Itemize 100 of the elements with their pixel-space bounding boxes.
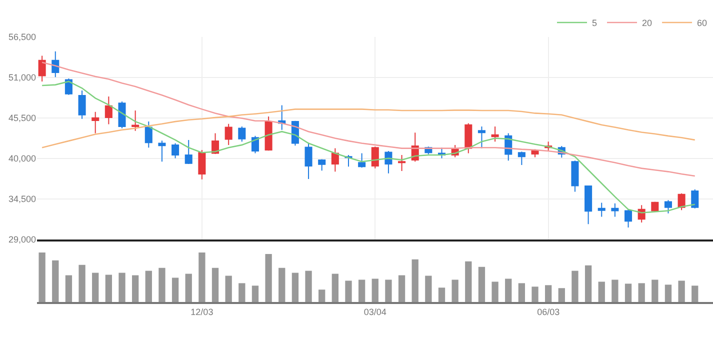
bar xyxy=(678,280,685,302)
bar xyxy=(692,286,698,302)
bar xyxy=(38,252,46,302)
x-tick-label: 06/03 xyxy=(537,306,560,317)
bar xyxy=(345,280,352,302)
bar xyxy=(572,270,578,302)
candlestick xyxy=(224,123,232,146)
candlestick xyxy=(318,158,326,172)
bar xyxy=(584,265,592,302)
candlestick xyxy=(598,202,606,218)
legend-label: 5 xyxy=(592,18,598,28)
line-series xyxy=(41,80,696,214)
candlestick xyxy=(92,111,100,134)
candlestick xyxy=(691,188,699,209)
candlestick xyxy=(371,146,379,169)
y-tick-label: 40,000 xyxy=(8,154,36,164)
bar xyxy=(598,282,605,302)
bar xyxy=(638,283,645,302)
bar xyxy=(92,272,99,302)
y-tick-label: 29,000 xyxy=(8,234,36,245)
bar xyxy=(305,270,312,302)
bar xyxy=(52,260,59,302)
bar xyxy=(105,274,112,302)
x-tick-label: 12/03 xyxy=(190,306,214,317)
candlestick xyxy=(651,201,659,212)
bar xyxy=(132,275,139,302)
bar xyxy=(278,268,286,302)
bar xyxy=(292,272,299,302)
bar xyxy=(465,261,472,302)
bar xyxy=(78,264,86,302)
bar xyxy=(505,278,512,302)
candlestick xyxy=(144,121,152,148)
candlestick xyxy=(52,50,60,78)
candlestick xyxy=(264,116,272,152)
candlestick xyxy=(464,122,472,154)
bar xyxy=(172,278,179,302)
candlestick xyxy=(398,154,406,172)
candlestick xyxy=(38,55,46,82)
y-tick-label: 45,500 xyxy=(8,113,36,124)
bar xyxy=(518,283,526,302)
candlestick xyxy=(478,126,486,149)
bar xyxy=(185,274,192,302)
candlestick xyxy=(212,132,220,154)
bar xyxy=(438,288,446,302)
x-tick-label: 03/04 xyxy=(364,306,386,317)
bar xyxy=(478,266,486,302)
candlestick xyxy=(184,139,192,164)
bar xyxy=(118,272,126,302)
candlestick xyxy=(251,135,259,154)
candlestick xyxy=(238,126,246,142)
bar xyxy=(225,276,232,302)
bar xyxy=(198,252,206,302)
bar xyxy=(145,270,152,302)
bar xyxy=(332,274,338,302)
bar xyxy=(545,285,552,302)
candlestick xyxy=(104,96,112,125)
candlestick xyxy=(132,110,140,132)
y-tick-label: 34,500 xyxy=(8,194,36,204)
candlestick xyxy=(158,140,166,162)
candlestick xyxy=(611,202,619,218)
bar xyxy=(532,286,538,302)
legend-label: 60 xyxy=(697,18,708,28)
candlestick xyxy=(384,150,392,174)
candlestick xyxy=(78,90,86,120)
bar xyxy=(158,268,166,302)
bar xyxy=(558,288,565,302)
bar xyxy=(65,275,72,302)
candlestick xyxy=(118,101,126,129)
y-tick-label: 56,500 xyxy=(8,32,36,42)
y-tick-label: 51,000 xyxy=(8,72,36,83)
bar xyxy=(412,259,418,302)
bar xyxy=(664,284,672,302)
bar xyxy=(372,278,378,302)
candlestick xyxy=(584,185,592,225)
bar xyxy=(652,280,658,302)
bar xyxy=(265,254,272,302)
bar xyxy=(425,276,432,302)
bar xyxy=(612,280,618,302)
bar xyxy=(492,282,498,302)
bar xyxy=(238,283,246,302)
candlestick xyxy=(304,142,312,180)
bar xyxy=(318,290,326,302)
bar xyxy=(358,280,366,302)
bar xyxy=(452,280,458,302)
bar xyxy=(385,280,392,302)
candlestick xyxy=(491,126,499,142)
candlestick xyxy=(278,104,286,130)
candlestick xyxy=(624,208,632,228)
candlestick xyxy=(664,200,672,214)
candlestick xyxy=(571,160,579,192)
line-series xyxy=(41,62,696,177)
bar xyxy=(398,275,406,302)
line-series xyxy=(41,108,696,148)
bar xyxy=(252,286,259,302)
legend-label: 20 xyxy=(642,18,652,28)
candlestick xyxy=(172,142,180,159)
bar xyxy=(624,284,632,302)
candlestick xyxy=(64,78,72,96)
candlestick xyxy=(518,151,526,166)
candlestick xyxy=(331,148,339,172)
